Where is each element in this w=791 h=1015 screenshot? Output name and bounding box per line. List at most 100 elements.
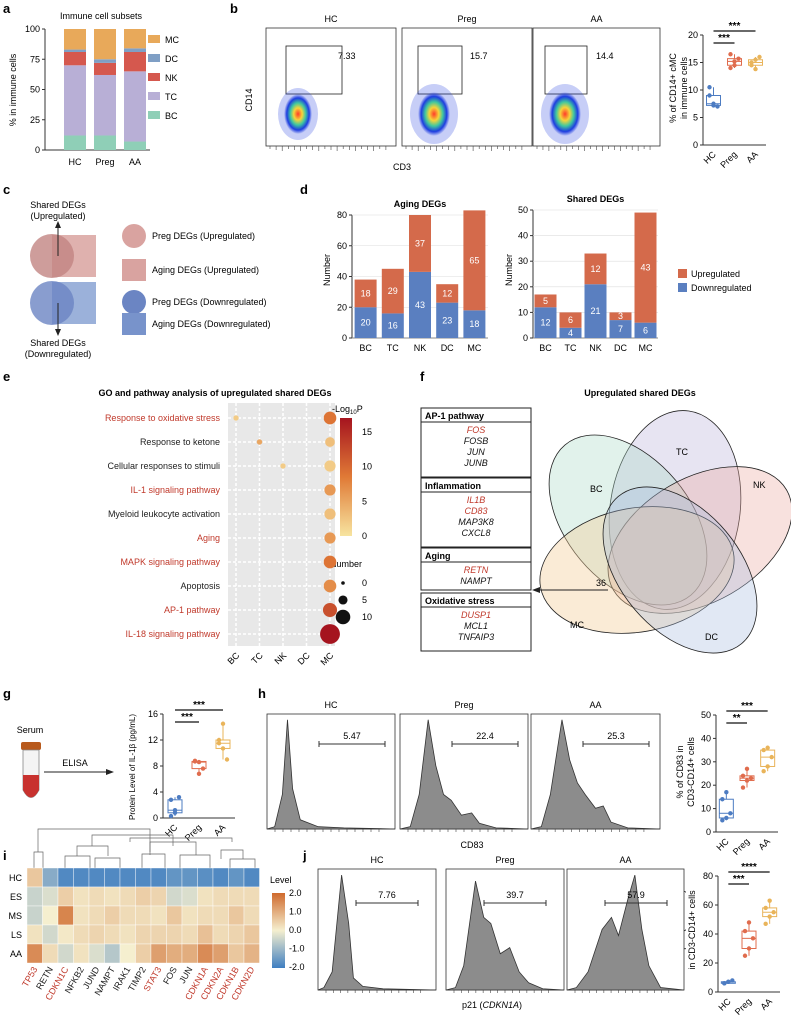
panel-d-aging-bar-up	[463, 210, 486, 311]
panel-a-bar-segment-mc	[64, 29, 86, 50]
heatmap-cell	[104, 924, 121, 945]
panel-d-aging-label-up: 65	[469, 255, 479, 265]
panel-b-box-ytick-label: 0	[693, 140, 698, 150]
panel-b-box-sig-2: ***	[729, 21, 741, 32]
panel-h-box-point	[765, 764, 770, 769]
color-legend-tick: 15	[362, 427, 372, 437]
heatmap-cell	[181, 924, 198, 945]
panel-d-aging-label-down: 23	[442, 315, 452, 325]
panel-a-bar-segment-mc	[94, 29, 116, 60]
panel-j-box-sig-1: ***	[733, 874, 745, 885]
size-legend-dot	[338, 595, 348, 605]
panel-h-box-ylabel-1: % of CD83 in	[675, 745, 685, 798]
panel-e-dot	[324, 508, 336, 520]
heatmap-cell	[166, 886, 183, 907]
panel-d-aging-xtick-label: NK	[414, 343, 427, 353]
panel-e-dot	[325, 437, 335, 447]
panel-h-xlabel: CD83	[460, 840, 483, 850]
panel-d-aging-ytick-label: 40	[337, 272, 347, 282]
panel-g-box-point	[192, 758, 198, 763]
panel-a-bar-segment-tc	[64, 65, 86, 136]
panel-d-aging-ytick-label: 20	[337, 302, 347, 312]
panel-b-box-point	[732, 63, 737, 68]
heatmap-dendrogram-branch	[76, 845, 109, 856]
heatmap-cell	[228, 905, 245, 926]
heatmap-cell	[26, 924, 43, 945]
panel-a-legend-label: TC	[165, 92, 177, 102]
panel-j-box-xtick-label: Preg	[733, 996, 754, 1015]
heatmap-cell	[104, 943, 121, 964]
panel-e-term-label: IL-1 signaling pathway	[130, 485, 220, 495]
panel-h-box-sig-1: **	[733, 713, 741, 724]
panel-h: CD83 % of CD83 in CD3-CD14+ cells HC 5.47…	[266, 700, 778, 857]
heatmap-cell	[197, 943, 214, 964]
panel-e-cell-label: MC	[318, 650, 335, 667]
heatmap-row-label: HC	[9, 873, 22, 883]
panel-g: Serum ELISA Protein Level of IL-1β (pg/m…	[17, 700, 235, 843]
gene-name: JUN	[466, 447, 485, 457]
panel-a-legend-swatch	[148, 54, 160, 62]
panel-j-box-point	[763, 921, 768, 927]
panel-d-shared-ytick-label: 0	[523, 333, 528, 343]
heatmap-cell	[166, 867, 183, 888]
tube-cap	[21, 742, 41, 750]
panel-b-facs-aa-cloud-core	[549, 92, 581, 136]
heatmap-cell	[166, 905, 183, 926]
heatmap-cell	[150, 886, 167, 907]
panel-b-facs-hc-title: HC	[325, 14, 338, 24]
panel-b-facs-preg-title: Preg	[457, 14, 476, 24]
shared-up-arrowhead	[55, 221, 61, 228]
panel-a-legend-swatch	[148, 92, 160, 100]
legend-aging-down: Aging DEGs (Downregulated)	[152, 319, 271, 329]
panel-a-bar-segment-nk	[94, 62, 116, 75]
panel-e-cell-label: BC	[225, 650, 241, 666]
panel-b-box-point	[711, 101, 716, 106]
color-legend-title-main: -Log	[332, 404, 350, 414]
heatmap-legend-tick: 0.0	[289, 925, 302, 935]
color-legend-tick: 0	[362, 531, 367, 541]
gene-name: DUSP1	[461, 610, 491, 620]
panel-d-shared-label-down: 12	[540, 318, 550, 328]
panel-b-box-ytick-label: 10	[688, 85, 698, 95]
panel-d-shared-label-up: 12	[590, 264, 600, 274]
panel-a-bar-segment-dc	[124, 48, 146, 52]
panel-b-box-xtick-label: HC	[702, 149, 719, 166]
heatmap-dendrogram-branch	[33, 851, 44, 868]
gene-name: NAMPT	[460, 576, 493, 586]
panel-e-term-label: AP-1 pathway	[164, 605, 221, 615]
panel-a-legend-swatch	[148, 35, 160, 43]
heatmap-cell	[197, 924, 214, 945]
legend-aging-up: Aging DEGs (Upregulated)	[152, 265, 259, 275]
panel-j-box-ytick-label: 0	[708, 987, 713, 997]
panel-d-aging-label-down: 18	[469, 319, 479, 329]
panel-h-box-xtick-label: AA	[757, 836, 773, 852]
panel-g-box-point	[220, 746, 226, 751]
venn-label-nk: NK	[753, 480, 766, 490]
heatmap-cell	[212, 924, 229, 945]
panel-j-box-point	[767, 914, 772, 919]
panel-e-dot	[322, 602, 338, 618]
panel-j-xlabel: p21 (CDKN1A)	[462, 1000, 522, 1010]
heatmap-gene-label: FOS	[161, 965, 179, 986]
legend-aging-down-square	[122, 313, 146, 335]
panel-a-bar-segment-dc	[64, 49, 86, 52]
panel-h-box-point	[740, 785, 746, 790]
panel-h-box-xtick-label: HC	[714, 836, 731, 853]
gene-group-box	[420, 407, 532, 478]
panel-b-box-sig-1: ***	[718, 33, 730, 44]
panel-b-box-ytick-label: 5	[693, 113, 698, 123]
heatmap-cell	[73, 924, 90, 945]
heatmap-cell	[228, 924, 245, 945]
size-legend-tick: 0	[362, 578, 367, 588]
heatmap-cell	[197, 905, 214, 926]
panel-a-bar-segment-tc	[124, 71, 146, 142]
panel-d-shared-bar-up	[634, 212, 657, 323]
panel-b-box-ytick-label: 15	[688, 58, 698, 68]
heatmap-cell	[119, 886, 136, 907]
gene-name: FOSB	[464, 436, 489, 446]
heatmap-cell	[212, 943, 229, 964]
panel-d-aging-ytick-label: 0	[342, 333, 347, 343]
panel-letter-c: c	[3, 182, 10, 197]
heatmap-cell	[135, 924, 152, 945]
heatmap-cell	[57, 943, 74, 964]
